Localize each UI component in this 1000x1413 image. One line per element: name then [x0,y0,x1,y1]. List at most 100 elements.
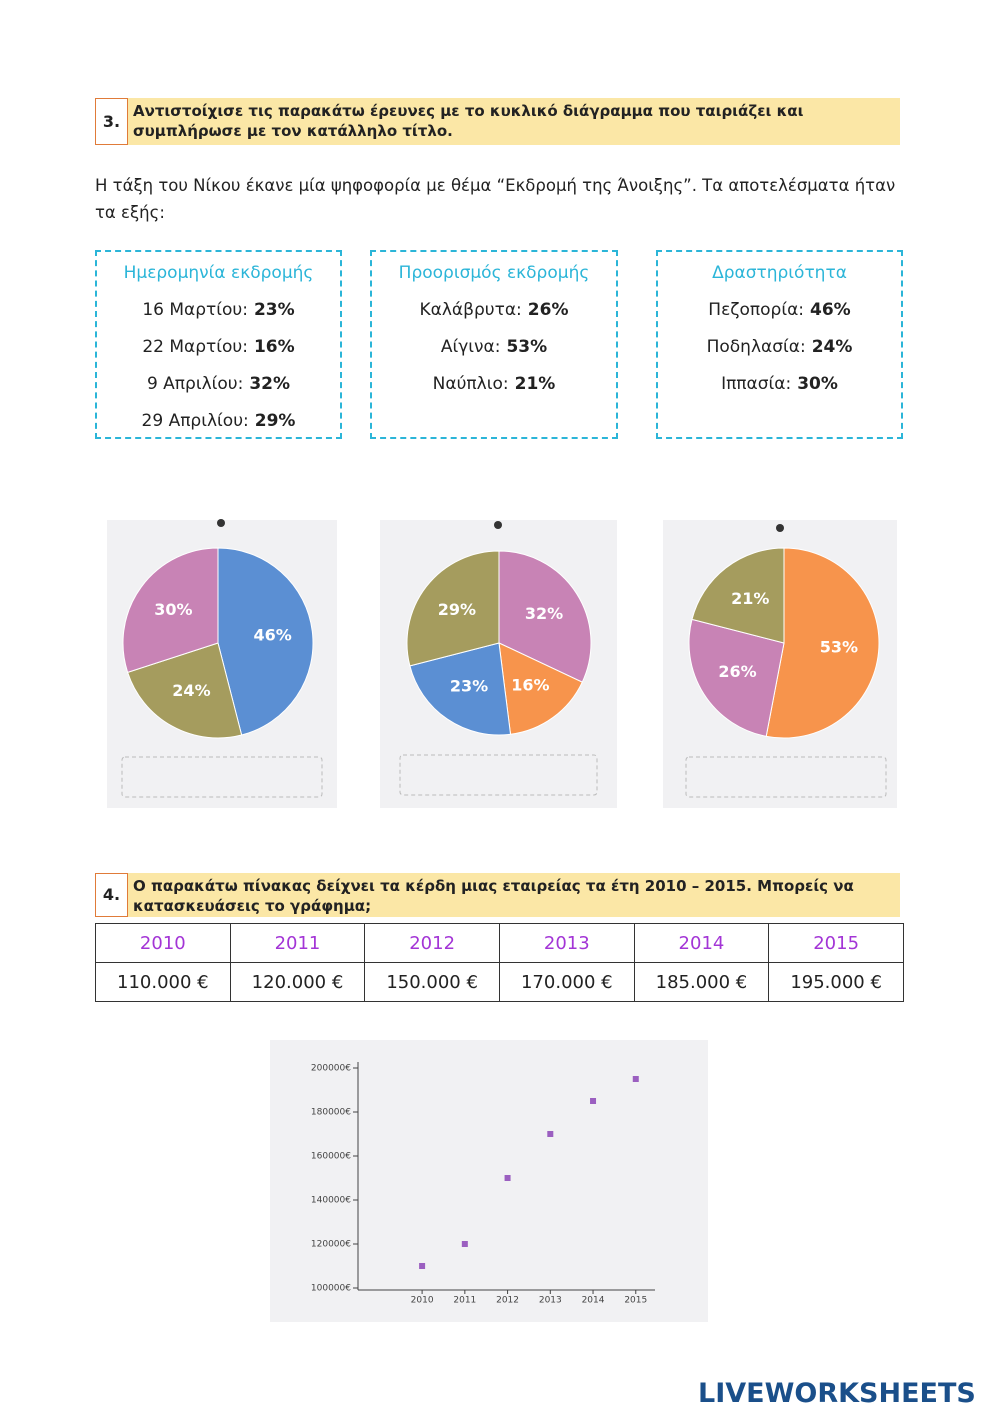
slice-label: 23% [450,677,488,696]
item-label: Πεζοπορία: [708,300,805,320]
point [547,1131,554,1137]
pie-slice [217,547,314,736]
item-label: Καλάβρυτα: [419,300,522,320]
table-header-cell: 2015 [768,923,904,963]
y-tick-label: 200000€ [311,1064,351,1074]
point [632,1076,639,1082]
box-item: Ποδηλασία: 24% [658,334,901,371]
exercise-number: 4. [95,873,128,917]
panel [270,1040,708,1322]
pie-slice [127,642,243,739]
survey-box: Ημερομηνία εκδρομής 16 Μαρτίου: 23% 22 Μαρτ… [95,250,342,439]
box-item: Ιππασία: 30% [658,371,901,408]
table-cell: 110.000 € [95,962,231,1002]
x-tick-label: 2015 [624,1296,647,1306]
box-item: 9 Απριλίου: 32% [97,371,340,408]
slice-label: 26% [718,662,756,681]
point [419,1263,426,1269]
table-cell: 170.000 € [498,962,635,1002]
point [504,1175,511,1181]
slice-label: 16% [511,676,549,695]
pie-slice [409,642,512,736]
instruction: Αντιστοίχισε τις παρακάτω έρευνες με το … [133,102,804,140]
item-label: 29 Απριλίου: [141,411,249,431]
exercise-3-header: 3. Αντιστοίχισε τις παρακάτω έρευνες με … [95,98,900,145]
item-value: 30% [797,374,838,394]
exercise-number: 3. [95,98,128,145]
logo: LIVEWORKSHEETS [698,1378,976,1409]
dot [776,524,784,532]
table-cell: 120.000 € [229,962,366,1002]
survey-box: Προορισμός εκδρομής Καλάβρυτα: 26% Αίγινα: 5… [370,250,618,439]
x-tick-label: 2011 [453,1296,476,1306]
y-tick-label: 140000€ [311,1196,351,1206]
item-value: 21% [514,374,556,394]
table-header-cell: 2013 [498,923,635,963]
x-tick-label: 2012 [496,1296,519,1306]
item-label: Ιππασία: [721,374,792,394]
point [590,1098,597,1104]
item-value: 29% [254,411,296,431]
box-item: 16 Μαρτίου: 23% [97,297,340,334]
item-value: 32% [249,374,291,394]
item-label: Αίγινα: [440,337,501,357]
slice-label: 46% [254,626,292,645]
table-cell: 195.000 € [768,962,904,1002]
instruction: Ο παρακάτω πίνακας δείχνει τα κέρδη μιας… [133,877,854,915]
pie-slice [498,642,583,735]
box-item: Ναύπλιο: 21% [372,371,616,408]
item-value: 46% [810,300,851,320]
pie-slice [765,547,880,739]
pie-slice [688,618,785,737]
item-value: 23% [253,300,295,320]
pie-slice [406,550,500,667]
x-tick-label: 2014 [582,1296,605,1306]
y-tick-label: 160000€ [311,1152,351,1162]
slice-label: 30% [154,600,192,619]
x-tick-label: 2013 [539,1296,562,1306]
box-title: Ημερομηνία εκδρομής [123,263,314,283]
box-title: Προορισμός εκδρομής [398,263,590,283]
box-title: Δραστηριότητα [712,263,847,283]
box-item: Πεζοπορία: 46% [658,297,901,334]
box-item: Καλάβρυτα: 26% [372,297,616,334]
table-header-cell: 2012 [364,923,500,963]
slice-label: 32% [525,604,563,623]
table-row: 110.000 €120.000 €150.000 €170.000 €185.… [95,962,904,1002]
slice-label: 29% [438,600,476,619]
item-value: 53% [506,337,548,357]
slice-label: 53% [820,638,858,657]
pie-slice [691,547,785,644]
dot [494,521,502,529]
item-label: 9 Απριλίου: [146,374,244,394]
y-tick-label: 180000€ [311,1108,351,1118]
pie-slice [122,547,219,673]
intro-text: Η τάξη του Νίκου έκανε μία ψηφοφορία με … [95,176,896,222]
table-cell: 150.000 € [364,962,500,1002]
box-item: Αίγινα: 53% [372,334,616,371]
item-value: 24% [811,337,853,357]
x-tick-label: 2010 [411,1296,434,1306]
survey-box: Δραστηριότητα Πεζοπορία: 46% Ποδηλασία: 24% Ι… [656,250,903,439]
dot [217,519,225,527]
slice-label: 24% [172,681,210,700]
item-label: 22 Μαρτίου: [142,337,248,357]
item-value: 16% [253,337,295,357]
y-tick-label: 120000€ [311,1240,351,1250]
y-tick-label: 100000€ [311,1284,351,1294]
table-header: 2010 2011 2012 2013 2014 2015 [95,923,904,963]
item-label: 16 Μαρτίου: [142,300,248,320]
table-header-cell: 2014 [633,923,770,963]
item-value: 26% [527,300,569,320]
table-cell: 185.000 € [633,962,770,1002]
item-label: Ναύπλιο: [432,374,509,394]
slice-label: 21% [731,589,769,608]
profit-table: 2010 2011 2012 2013 2014 2015 110.000 €120.00… [95,923,904,1002]
box-item: 22 Μαρτίου: 16% [97,334,340,371]
pie-slice [498,550,592,683]
table-header-cell: 2010 [95,923,231,963]
exercise-4-header: 4. Ο παρακάτω πίνακας δείχνει τα κέρδη μ… [95,873,900,917]
answer-box[interactable] [399,754,598,796]
